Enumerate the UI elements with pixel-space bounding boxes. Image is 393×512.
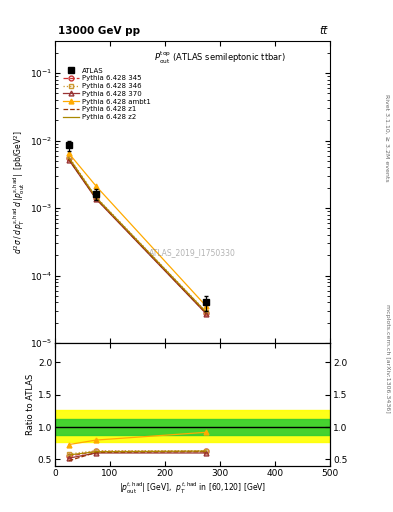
Line: Pythia 6.428 z1: Pythia 6.428 z1 (69, 159, 206, 313)
Line: Pythia 6.428 370: Pythia 6.428 370 (66, 157, 209, 316)
Y-axis label: Ratio to ATLAS: Ratio to ATLAS (26, 374, 35, 435)
Bar (55, 419, 330, 435)
Line: Pythia 6.428 ambt1: Pythia 6.428 ambt1 (66, 151, 209, 309)
X-axis label: $|p_{\mathrm{out}}^{t,\mathrm{had}}|$ [GeV],  $p_T^{t,\mathrm{had}}$ in [60,120]: $|p_{\mathrm{out}}^{t,\mathrm{had}}|$ [G… (119, 480, 266, 496)
Bar (55, 410, 330, 442)
Pythia 6.428 z2 (66, 155, 71, 161)
Pythia 6.428 345 (204, 310, 209, 316)
Pythia 6.428 ambt1 (94, 183, 99, 189)
Pythia 6.428 370 (204, 311, 209, 317)
Pythia 6.428 345 (94, 195, 99, 201)
Line: Pythia 6.428 345: Pythia 6.428 345 (66, 156, 209, 315)
Text: Rivet 3.1.10, ≥ 3.2M events: Rivet 3.1.10, ≥ 3.2M events (385, 94, 389, 182)
Text: tt̅: tt̅ (319, 27, 327, 36)
Line: Pythia 6.428 z2: Pythia 6.428 z2 (69, 158, 206, 312)
Pythia 6.428 z1 (204, 310, 209, 316)
Legend: ATLAS, Pythia 6.428 345, Pythia 6.428 346, Pythia 6.428 370, Pythia 6.428 ambt1,: ATLAS, Pythia 6.428 345, Pythia 6.428 34… (61, 66, 153, 122)
Pythia 6.428 ambt1 (204, 303, 209, 309)
Pythia 6.428 z2 (94, 195, 99, 201)
Text: $P_{\mathrm{out}}^{\mathrm{top}}$ (ATLAS semileptonic ttbar): $P_{\mathrm{out}}^{\mathrm{top}}$ (ATLAS… (154, 50, 286, 66)
Pythia 6.428 z1 (94, 196, 99, 202)
Text: ATLAS_2019_I1750330: ATLAS_2019_I1750330 (149, 248, 236, 257)
Pythia 6.428 346 (94, 194, 99, 200)
Pythia 6.428 370 (94, 196, 99, 202)
Pythia 6.428 346 (66, 154, 71, 160)
Pythia 6.428 346 (204, 309, 209, 315)
Pythia 6.428 z2 (204, 309, 209, 315)
Pythia 6.428 370 (66, 157, 71, 163)
Text: mcplots.cern.ch [arXiv:1306.3436]: mcplots.cern.ch [arXiv:1306.3436] (385, 304, 389, 413)
Y-axis label: $d^2\sigma\,/\,d\,p_T^{s,\mathrm{had}}\,d\,|p_{\mathrm{out}}^{s,\mathrm{had}}|$ : $d^2\sigma\,/\,d\,p_T^{s,\mathrm{had}}\,… (11, 130, 27, 254)
Text: 13000 GeV pp: 13000 GeV pp (58, 27, 140, 36)
Pythia 6.428 ambt1 (66, 150, 71, 156)
Pythia 6.428 345 (66, 155, 71, 161)
Line: Pythia 6.428 346: Pythia 6.428 346 (66, 154, 209, 314)
Pythia 6.428 z1 (66, 156, 71, 162)
